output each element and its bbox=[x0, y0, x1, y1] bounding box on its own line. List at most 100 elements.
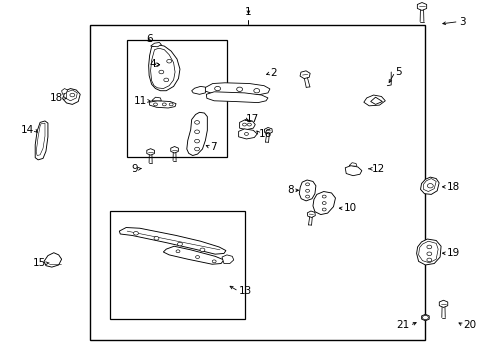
Text: 9: 9 bbox=[131, 164, 138, 174]
Text: 11: 11 bbox=[133, 96, 146, 106]
Circle shape bbox=[166, 59, 171, 63]
Circle shape bbox=[322, 195, 325, 198]
Circle shape bbox=[214, 86, 220, 91]
Polygon shape bbox=[61, 89, 67, 94]
Polygon shape bbox=[222, 255, 233, 264]
Text: 19: 19 bbox=[446, 248, 459, 258]
Circle shape bbox=[253, 89, 259, 93]
Text: 20: 20 bbox=[463, 320, 476, 330]
Text: 8: 8 bbox=[286, 185, 293, 195]
Polygon shape bbox=[163, 246, 224, 264]
Circle shape bbox=[153, 103, 157, 106]
Text: 16: 16 bbox=[259, 129, 272, 139]
Polygon shape bbox=[423, 179, 435, 192]
Circle shape bbox=[427, 184, 432, 188]
Text: 18: 18 bbox=[446, 182, 459, 192]
Polygon shape bbox=[300, 71, 309, 78]
Circle shape bbox=[163, 78, 168, 82]
Text: 12: 12 bbox=[371, 164, 384, 174]
Polygon shape bbox=[150, 48, 175, 89]
Polygon shape bbox=[204, 83, 269, 95]
Circle shape bbox=[162, 103, 166, 106]
Bar bbox=[127, 40, 227, 157]
Polygon shape bbox=[151, 97, 161, 101]
Circle shape bbox=[200, 248, 204, 252]
Polygon shape bbox=[421, 314, 428, 321]
Polygon shape bbox=[66, 90, 77, 101]
Circle shape bbox=[154, 63, 159, 67]
Text: 4: 4 bbox=[149, 59, 156, 69]
Circle shape bbox=[242, 123, 246, 126]
Polygon shape bbox=[306, 211, 315, 217]
Polygon shape bbox=[44, 253, 61, 267]
Circle shape bbox=[194, 130, 199, 134]
Circle shape bbox=[236, 87, 242, 91]
Polygon shape bbox=[150, 42, 161, 47]
Polygon shape bbox=[264, 127, 272, 134]
Circle shape bbox=[194, 139, 199, 143]
Polygon shape bbox=[345, 166, 361, 176]
Circle shape bbox=[212, 260, 216, 263]
Polygon shape bbox=[438, 300, 447, 307]
Circle shape bbox=[169, 103, 173, 106]
Polygon shape bbox=[418, 241, 437, 263]
Text: 18: 18 bbox=[50, 93, 63, 103]
Circle shape bbox=[305, 183, 309, 186]
Text: 2: 2 bbox=[270, 68, 277, 78]
Circle shape bbox=[195, 256, 199, 258]
Polygon shape bbox=[146, 149, 154, 155]
Text: 13: 13 bbox=[238, 286, 251, 296]
Circle shape bbox=[305, 195, 309, 198]
Polygon shape bbox=[416, 239, 440, 265]
Polygon shape bbox=[149, 101, 176, 108]
Circle shape bbox=[176, 250, 180, 253]
Polygon shape bbox=[170, 147, 178, 153]
Polygon shape bbox=[157, 60, 172, 68]
Circle shape bbox=[133, 231, 138, 235]
Polygon shape bbox=[191, 86, 205, 94]
Circle shape bbox=[194, 121, 199, 124]
Circle shape bbox=[322, 202, 325, 204]
Polygon shape bbox=[186, 112, 207, 156]
Text: 5: 5 bbox=[394, 67, 401, 77]
Bar bbox=[110, 211, 244, 319]
Circle shape bbox=[426, 252, 431, 256]
Circle shape bbox=[177, 242, 182, 246]
Polygon shape bbox=[348, 163, 356, 166]
Circle shape bbox=[305, 189, 309, 192]
Polygon shape bbox=[62, 89, 80, 104]
Text: 10: 10 bbox=[343, 203, 356, 213]
Polygon shape bbox=[312, 192, 335, 215]
Circle shape bbox=[194, 147, 199, 151]
Circle shape bbox=[244, 132, 248, 135]
Circle shape bbox=[426, 258, 431, 262]
Circle shape bbox=[322, 208, 325, 211]
Circle shape bbox=[426, 245, 431, 249]
Polygon shape bbox=[363, 95, 385, 106]
Text: 1: 1 bbox=[244, 6, 251, 17]
Polygon shape bbox=[148, 45, 180, 91]
Text: 3: 3 bbox=[458, 17, 465, 27]
Polygon shape bbox=[239, 120, 255, 130]
Polygon shape bbox=[119, 228, 225, 254]
Polygon shape bbox=[370, 97, 382, 104]
Circle shape bbox=[422, 315, 427, 320]
Text: 6: 6 bbox=[146, 34, 153, 44]
Text: 15: 15 bbox=[33, 258, 46, 268]
Polygon shape bbox=[416, 3, 426, 10]
Circle shape bbox=[159, 70, 163, 74]
Polygon shape bbox=[36, 123, 45, 156]
Circle shape bbox=[247, 123, 251, 126]
Polygon shape bbox=[206, 92, 267, 103]
Text: 14: 14 bbox=[21, 125, 34, 135]
Polygon shape bbox=[299, 180, 315, 201]
Polygon shape bbox=[35, 121, 48, 160]
Bar bbox=[90, 25, 425, 340]
Text: 17: 17 bbox=[245, 114, 258, 124]
Polygon shape bbox=[420, 177, 438, 194]
Circle shape bbox=[70, 93, 75, 97]
Text: 7: 7 bbox=[210, 142, 217, 152]
Circle shape bbox=[154, 237, 159, 240]
Polygon shape bbox=[238, 129, 257, 139]
Text: 21: 21 bbox=[396, 320, 409, 330]
